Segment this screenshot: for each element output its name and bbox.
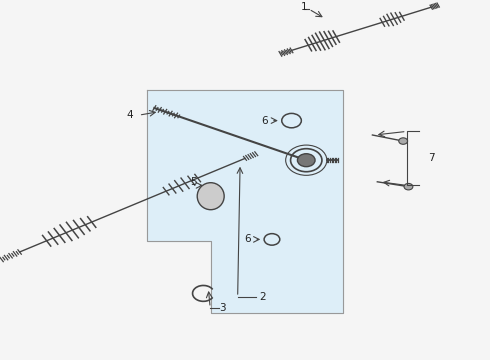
Ellipse shape xyxy=(197,183,224,210)
Polygon shape xyxy=(147,90,343,313)
Text: 1: 1 xyxy=(300,2,307,12)
Text: 7: 7 xyxy=(428,153,435,163)
Text: 4: 4 xyxy=(126,110,133,120)
Text: 5: 5 xyxy=(190,177,197,187)
Text: 3: 3 xyxy=(219,303,226,313)
Circle shape xyxy=(297,154,315,167)
Circle shape xyxy=(399,138,408,144)
Text: 6: 6 xyxy=(244,234,251,244)
Text: 6: 6 xyxy=(261,116,268,126)
Circle shape xyxy=(404,184,413,190)
Text: 2: 2 xyxy=(259,292,266,302)
